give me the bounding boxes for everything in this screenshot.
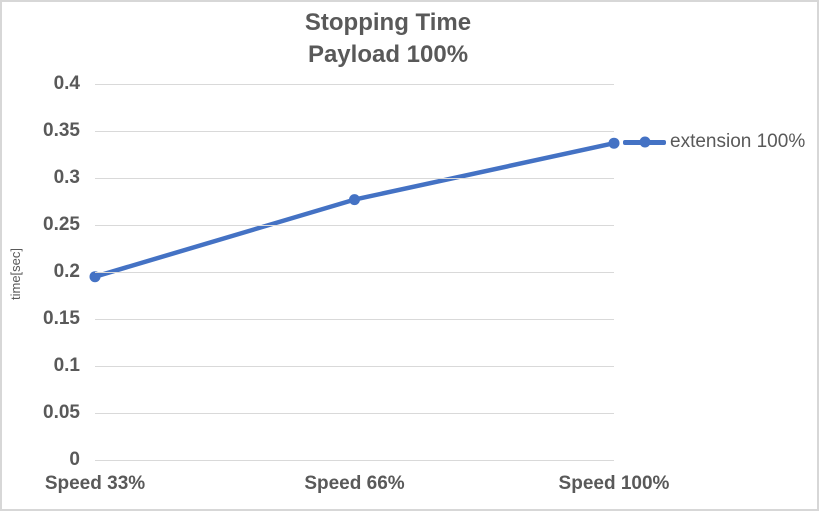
gridline xyxy=(95,225,614,226)
y-tick-label: 0.4 xyxy=(53,73,80,94)
y-tick-label: 0.3 xyxy=(53,167,80,188)
plot-area xyxy=(89,84,620,461)
x-tick-label: Speed 33% xyxy=(44,473,146,494)
legend-series-label: extension 100% xyxy=(670,131,806,152)
y-tick-label: 0.25 xyxy=(43,214,80,235)
gridline xyxy=(95,131,614,132)
data-point-marker xyxy=(89,271,101,283)
y-tick-label: 0.05 xyxy=(43,402,80,423)
data-point-marker xyxy=(608,137,620,149)
gridline xyxy=(95,84,614,85)
x-tick-label: Speed 100% xyxy=(558,473,670,494)
data-point-marker xyxy=(349,194,360,206)
x-tick-label: Speed 66% xyxy=(304,473,405,494)
line-series xyxy=(89,137,620,283)
chart-title-line1: Stopping Time xyxy=(304,9,472,36)
y-tick-label: 0.1 xyxy=(53,355,80,376)
chart-title: Stopping Time Payload 100% xyxy=(2,7,774,71)
legend: extension 100% xyxy=(623,130,805,154)
y-tick-label: 0 xyxy=(69,449,80,470)
gridline xyxy=(95,413,614,414)
y-tick-label: 0.15 xyxy=(43,308,80,329)
legend-line-marker-icon xyxy=(623,136,666,148)
gridline xyxy=(95,366,614,367)
legend-dot-icon xyxy=(639,136,650,148)
gridline xyxy=(95,178,614,179)
y-tick-label: 0.35 xyxy=(43,120,80,141)
chart-title-line2: Payload 100% xyxy=(307,41,469,68)
gridline xyxy=(95,272,614,273)
gridline xyxy=(95,319,614,320)
y-tick-label: 0.2 xyxy=(53,261,80,282)
gridline xyxy=(95,460,614,461)
